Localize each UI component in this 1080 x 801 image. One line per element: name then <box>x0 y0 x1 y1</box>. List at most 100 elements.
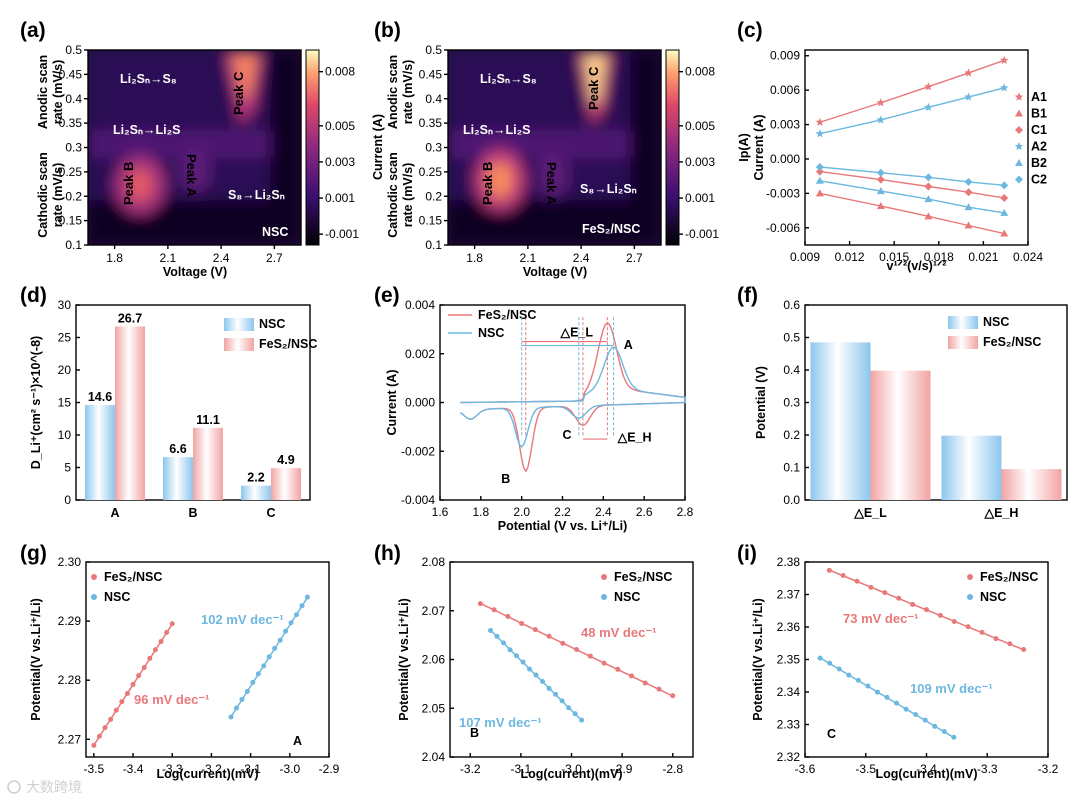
panel-h-xtick-label: -3.1 <box>511 762 532 776</box>
panel-i-corner-label: C <box>827 727 836 741</box>
panel-h-series-1-point <box>514 653 520 659</box>
panel-c-series-B2-point <box>815 176 824 184</box>
panel-h-series-0-point <box>601 660 607 666</box>
panel-c-legend-B2-label: B2 <box>1031 156 1047 170</box>
panel-d-bar-label: 26.7 <box>118 311 142 325</box>
panel-d-xtick-label: C <box>266 506 275 520</box>
panel-b-ytick-label: 0.35 <box>419 116 443 130</box>
panel-c-series-C2-point <box>964 177 973 186</box>
panel-a-ytick-label: 0.1 <box>65 238 82 252</box>
panel-i-series-1-point <box>941 729 947 735</box>
panel-a-label-peak-c: Peak C <box>231 71 246 115</box>
panel-g-series-0-point <box>91 742 97 748</box>
panel-h-xtick-label: -2.9 <box>612 762 633 776</box>
panel-a-label-li2sn-s8: Li₂Sₙ→S₈ <box>120 72 177 86</box>
panel-d-bar-label: 2.2 <box>247 471 264 485</box>
panel-g-legend-1-marker <box>91 594 97 600</box>
panel-b-ylabel-top-1: Anodic scan <box>386 55 400 129</box>
panel-i-xtick-label: -3.3 <box>977 762 998 776</box>
panel-a-colorbar-tick-label: -0.001 <box>325 227 359 241</box>
panel-h-series-0-point <box>629 673 635 679</box>
panel-h-xtick-label: -3.0 <box>561 762 582 776</box>
panel-c-legend-B2-marker <box>1015 159 1023 166</box>
panel-i-series-1-point <box>913 711 919 717</box>
panel-d-bar-label: 14.6 <box>88 390 112 404</box>
panel-c-xlabel: v¹ᐟ²(v/s)¹ᐟ² <box>887 259 947 273</box>
panel-g-series-1-point <box>272 645 278 651</box>
panel-h-series-1-point <box>559 698 565 704</box>
panel-c-series-C1-point <box>1000 193 1009 202</box>
panel-i-ytick-label: 2.34 <box>777 685 801 699</box>
panel-i-series-1-point <box>932 723 938 729</box>
panel-i-series-1-point <box>817 655 823 661</box>
panel-f-ytick-label: 0.0 <box>783 493 800 507</box>
panel-a-xtick-label: 2.1 <box>160 251 177 265</box>
panel-c-series-A1-point <box>964 68 973 77</box>
panel-h-series-1-point <box>566 705 572 711</box>
panel-c-xtick-label: 0.015 <box>879 250 909 264</box>
panel-d-bar-NSC-1 <box>163 457 193 500</box>
panel-e-ytick-label: 0.000 <box>405 396 435 410</box>
panel-c-series-C2-point <box>924 173 933 182</box>
panel-i-xtick-label: -3.2 <box>1038 762 1059 776</box>
panel-i-slope-label-1: 109 mV dec⁻¹ <box>910 681 993 696</box>
panel-c-legend-C1-label: C1 <box>1031 123 1047 137</box>
panel-f-legend-0-swatch <box>948 316 978 329</box>
panel-a-ytick-label: 0.25 <box>59 165 83 179</box>
panel-g-ytick-label: 2.29 <box>58 614 82 628</box>
panel-e-xtick-label: 2.4 <box>595 505 612 519</box>
panel-f-ytick-label: 0.4 <box>783 363 800 377</box>
panel-g-series-0-point <box>113 707 119 713</box>
panel-f-legend-0-label: NSC <box>983 315 1009 329</box>
panel-g-xtick-label: -3.5 <box>83 762 104 776</box>
panel-i-ytick-label: 2.32 <box>777 750 801 764</box>
panel-g-series-1-point <box>233 705 239 711</box>
panel-g-xtick-label: -3.2 <box>201 762 222 776</box>
panel-c-legend-C1-marker <box>1015 126 1023 134</box>
panel-b-label-s8-li2sn: S₈→Li₂Sₙ <box>580 182 637 196</box>
panel-a-ytick-label: 0.45 <box>59 67 83 81</box>
panel-a-colorbar-tick-label: 0.003 <box>325 155 355 169</box>
panel-h-legend-0-marker <box>601 574 607 580</box>
panel-i-ylabel: Potential(V vs.Li⁺/Li) <box>751 598 765 721</box>
panel-d-bar-label: 6.6 <box>169 442 186 456</box>
panel-i-series-1-point <box>855 677 861 683</box>
panel-a-xlabel: Voltage (V) <box>163 265 227 279</box>
panel-h-series-1-point <box>494 633 500 639</box>
panel-c-xtick-label: 0.018 <box>924 250 954 264</box>
panel-h-series-1-point <box>501 640 507 646</box>
panel-b-label-sample: FeS₂/NSC <box>582 222 640 236</box>
panel-a: (a) Li₂Sₙ→S₈ Li₂Sₙ→Li₂S Peak C Peak B Pe… <box>20 19 320 279</box>
panel-h-legend-0-label: FeS₂/NSC <box>614 570 672 584</box>
panel-c-series-A2-point <box>815 129 825 138</box>
panel-a-ytick-label: 0.15 <box>59 214 83 228</box>
panel-i-series-0-point <box>910 601 916 607</box>
panel-d-ytick-label: 10 <box>58 428 72 442</box>
panel-c-ytick-label: 0.000 <box>770 152 800 166</box>
panel-a-label-s8-li2sn: S₈→Li₂Sₙ <box>228 188 285 202</box>
panel-h-series-0-point <box>491 607 497 613</box>
panel-c-legend-C2-label: C2 <box>1031 173 1047 187</box>
panel-g-letter: (g) <box>20 542 47 565</box>
panel-b-ytick-label: 0.1 <box>425 238 442 252</box>
panel-b-letter: (b) <box>374 19 401 42</box>
panel-g-series-0-point <box>108 716 114 722</box>
panel-c-legend-A1-label: A1 <box>1031 90 1047 104</box>
panel-d-legend-0-swatch <box>224 318 254 331</box>
panel-e-label-delta-el: △E_L <box>559 326 593 340</box>
panel-g-xlabel: Log(current)(mV) <box>156 767 258 781</box>
panel-h-xtick-label: -2.8 <box>662 762 683 776</box>
panel-g-series-0-point <box>169 621 175 627</box>
panel-f-ytick-label: 0.3 <box>783 396 800 410</box>
panel-c-series-B2-line <box>819 180 1005 214</box>
panel-g-xtick-label: -3.1 <box>240 762 261 776</box>
panel-c-series-A1-point <box>999 55 1009 64</box>
panel-e-xtick-label: 2.8 <box>677 505 694 519</box>
panel-c-series-C2-point <box>876 168 885 177</box>
panel-i-legend-1-label: NSC <box>980 590 1006 604</box>
panel-a-colorbar-tick-label: 0.005 <box>325 119 355 133</box>
panel-i-series-0-point <box>854 578 860 584</box>
panel-a-label-peak-a: Peak A <box>184 154 199 197</box>
panel-e-label-b: B <box>501 472 510 486</box>
panel-c-series-A1-point <box>815 117 825 126</box>
